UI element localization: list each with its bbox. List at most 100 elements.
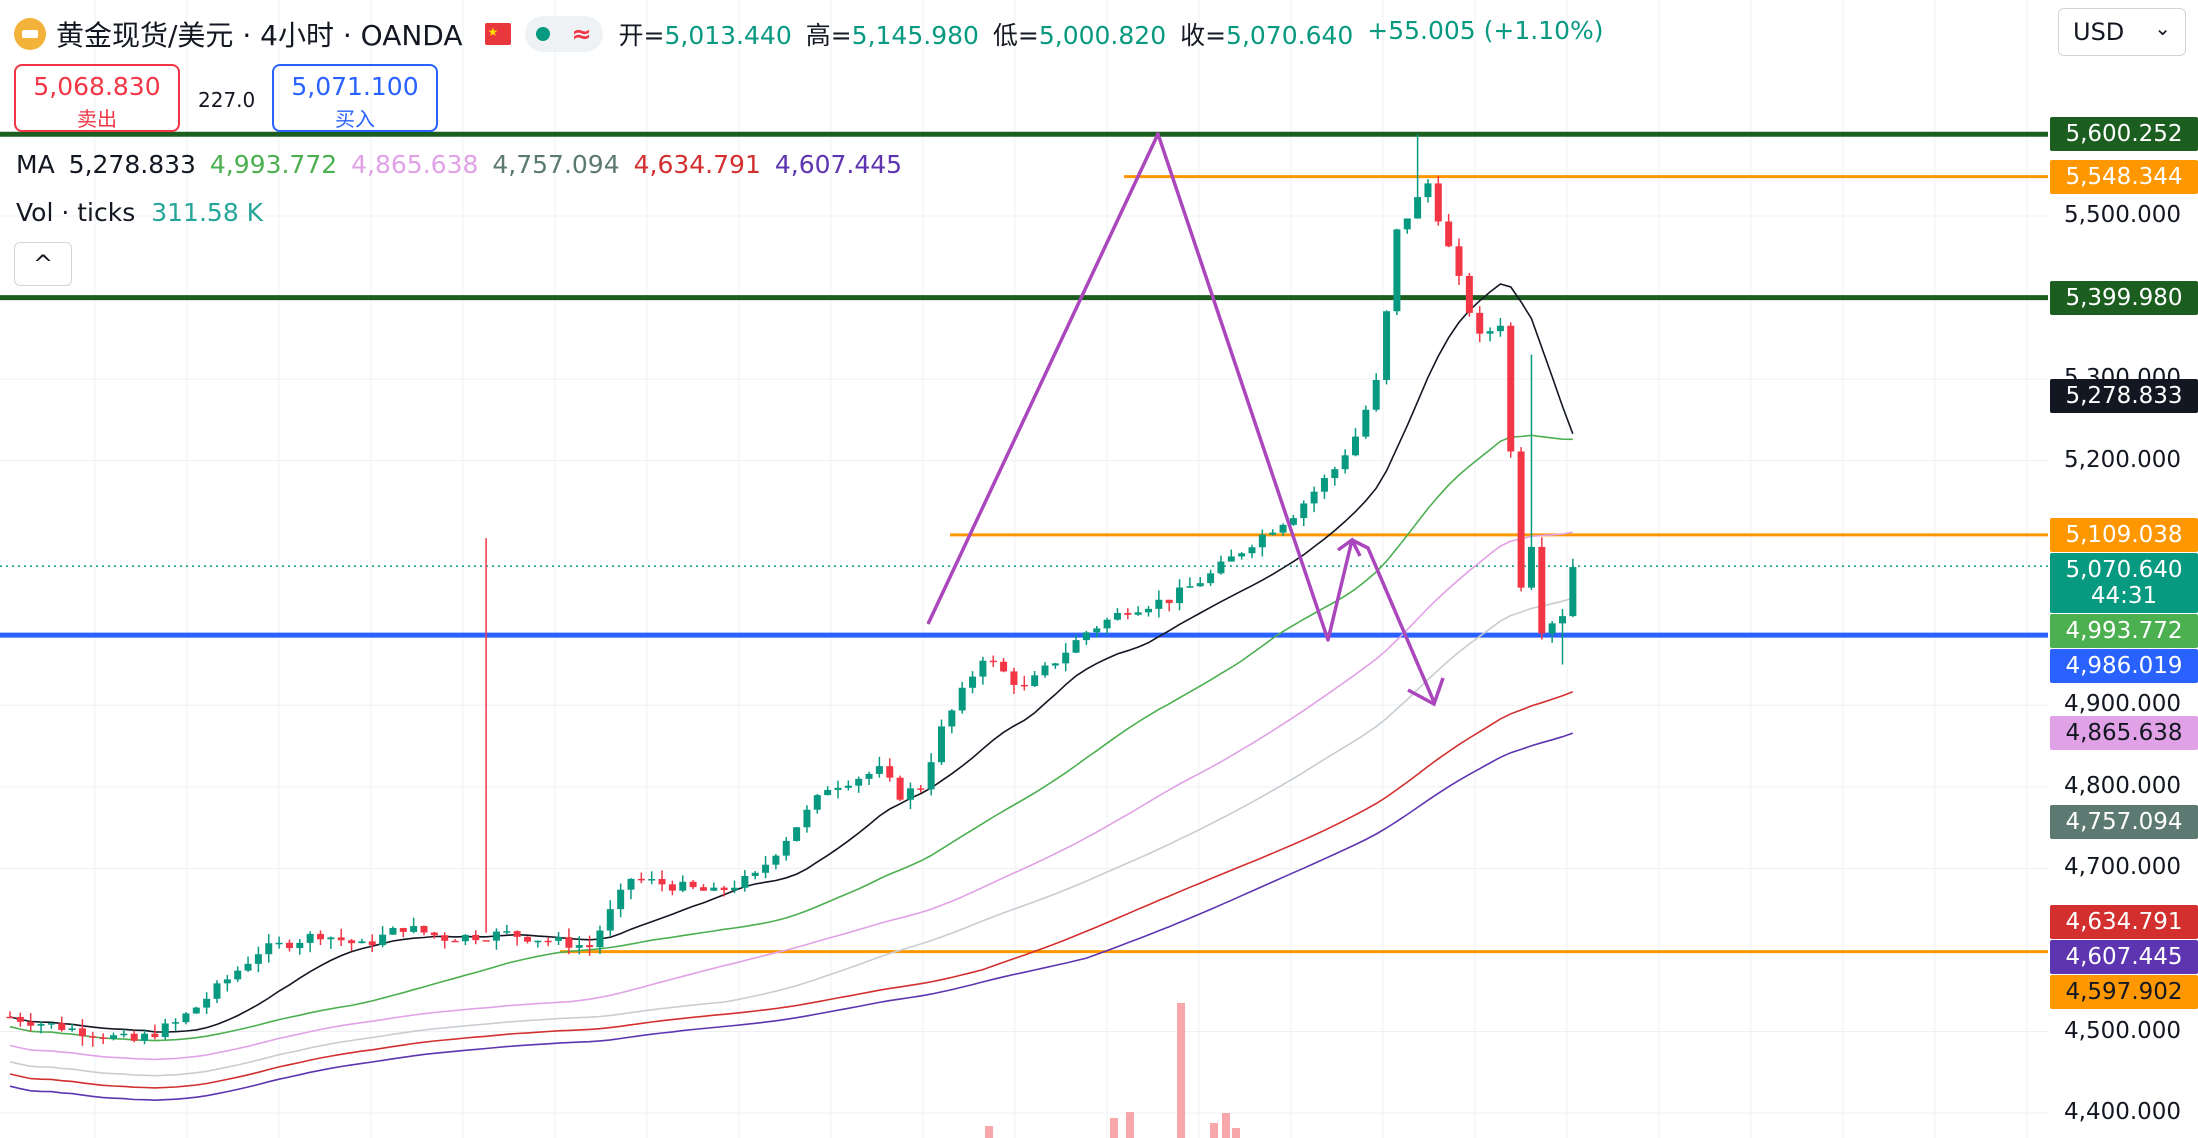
candle-body — [896, 777, 904, 800]
china-flag-icon — [484, 23, 511, 45]
candle-body — [617, 889, 625, 910]
candle-body — [1196, 583, 1204, 587]
axis-tick: 4,800.000 — [2064, 772, 2182, 799]
candle-body — [969, 676, 977, 688]
buy-label: 买入 — [335, 107, 375, 131]
collapse-legend-button[interactable]: ^ — [14, 242, 72, 286]
arrow-up-head-icon — [1336, 537, 1362, 557]
candle-body — [1300, 503, 1308, 519]
candle-body — [875, 766, 883, 774]
candle-body — [938, 726, 945, 763]
volume-bar — [1222, 1113, 1230, 1138]
candle-body — [1320, 478, 1328, 492]
gold-logo-icon — [14, 18, 46, 50]
price-label: 4,993.772 — [2050, 613, 2198, 648]
candle-body — [399, 928, 407, 932]
axis-tick: 5,500.000 — [2064, 202, 2182, 228]
candle-body — [1289, 518, 1297, 525]
candle-body — [886, 766, 894, 778]
candle-body — [1186, 586, 1194, 588]
candle-body — [689, 881, 697, 888]
candle-body — [1393, 229, 1401, 312]
price-label: 5,600.252 — [2050, 117, 2198, 152]
candle-body — [1165, 599, 1173, 604]
close-label: 收= — [1180, 21, 1227, 50]
sell-button[interactable]: 5,068.830 卖出 — [14, 64, 180, 132]
candle-body — [1559, 616, 1566, 624]
ma-line — [9, 691, 1574, 1089]
ma-label: MA — [16, 150, 55, 179]
candle-body — [503, 931, 511, 933]
price-label: 4,597.902 — [2050, 974, 2198, 1009]
candle-body — [772, 855, 780, 865]
candle-body — [1424, 183, 1432, 198]
ma-line — [9, 597, 1574, 1077]
candle-body — [731, 887, 738, 891]
ma-value: 4,607.445 — [774, 150, 903, 179]
candle-body — [348, 940, 356, 944]
ma-legend[interactable]: MA 5,278.833 4,993.772 4,865.638 4,757.0… — [16, 150, 902, 179]
candle-body — [741, 875, 749, 888]
candle-body — [451, 940, 459, 943]
candle-body — [544, 940, 552, 943]
candle-body — [1124, 612, 1132, 615]
candle-body — [1465, 275, 1473, 313]
candle-body — [637, 878, 645, 881]
symbol-title[interactable]: 黄金现货/美元 · 4小时 · OANDA — [56, 19, 463, 52]
candle-body — [223, 979, 231, 984]
candle-body — [6, 1016, 14, 1019]
candle-body — [130, 1033, 138, 1041]
ma-value: 4,865.638 — [351, 150, 479, 179]
volume-legend[interactable]: Vol · ticks 311.58 K — [16, 198, 263, 227]
volume-bar — [1232, 1128, 1240, 1138]
chart-grid — [0, 0, 2048, 1138]
candle-body — [1227, 556, 1235, 562]
candle-body — [1383, 311, 1391, 380]
candle-body — [110, 1035, 117, 1039]
price-label: 5,399.980 — [2050, 280, 2198, 315]
candle-body — [1310, 491, 1318, 504]
candle-body — [151, 1033, 159, 1038]
volume-bar — [1126, 1112, 1134, 1138]
candle-body — [472, 934, 480, 941]
candle-body — [1372, 379, 1380, 410]
candle-body — [430, 932, 438, 936]
candle-body — [1331, 469, 1339, 479]
candle-body — [699, 887, 707, 891]
candle-body — [524, 936, 531, 942]
volume-bars — [985, 1003, 1240, 1138]
candle-body — [751, 872, 759, 876]
currency-select[interactable]: USD ⌄ — [2058, 8, 2186, 56]
currency-value: USD — [2073, 18, 2125, 46]
open-label: 开= — [618, 21, 665, 50]
candle-body — [834, 787, 842, 791]
candle-body — [658, 878, 666, 885]
candle-body — [513, 931, 521, 937]
moving-average-lines — [9, 283, 1574, 1102]
buy-price: 5,071.100 — [291, 72, 419, 101]
candle-body — [1051, 663, 1059, 666]
buy-button[interactable]: 5,071.100 买入 — [272, 64, 438, 132]
candle-body — [254, 954, 262, 964]
candle-body — [492, 931, 500, 941]
candle-body — [627, 878, 635, 890]
candle-body — [1279, 524, 1287, 533]
sell-label: 卖出 — [77, 107, 117, 131]
candle-body — [1538, 546, 1546, 634]
candle-body — [906, 788, 914, 800]
low-label: 低= — [992, 21, 1039, 50]
axis-tick: 4,500.000 — [2064, 1017, 2182, 1044]
candle-body — [1041, 665, 1049, 676]
volume-value: 311.58 K — [151, 198, 264, 227]
price-label: 4,865.638 — [2050, 716, 2198, 751]
candle-body — [596, 930, 604, 948]
candle-body — [668, 884, 676, 891]
candle-body — [565, 937, 573, 948]
ma-line — [9, 732, 1574, 1102]
candle-body — [141, 1033, 149, 1041]
chevron-down-icon: ⌄ — [2154, 16, 2171, 40]
market-status-pill[interactable]: ≈ — [524, 16, 603, 52]
candle-body — [99, 1037, 107, 1039]
candle-body — [1527, 546, 1535, 588]
